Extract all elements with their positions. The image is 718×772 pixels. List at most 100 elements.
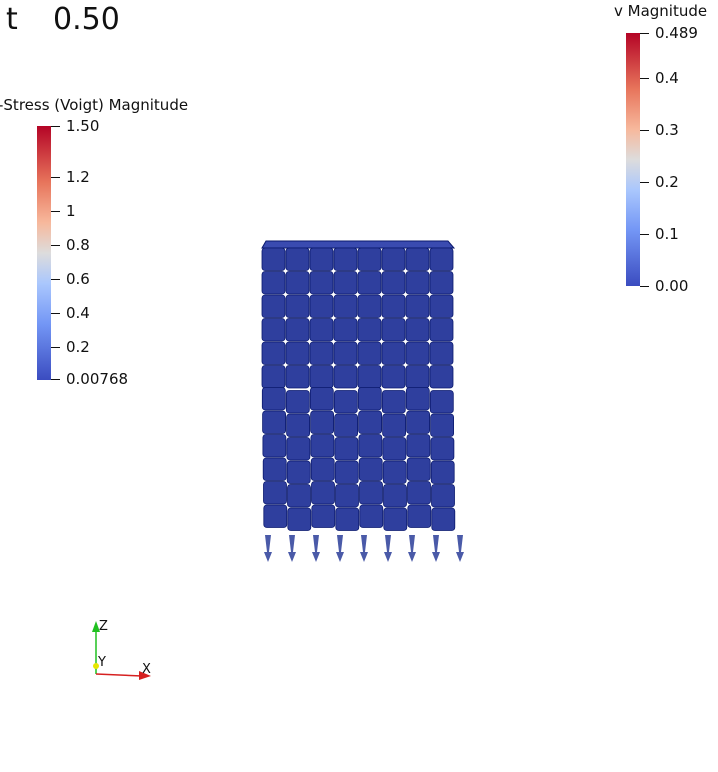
stress-tick — [51, 279, 60, 280]
mesh-cell — [285, 294, 310, 318]
orientation-axes — [92, 621, 151, 680]
deformed-mesh — [261, 240, 456, 531]
velocity-arrow — [312, 535, 320, 562]
stress-tick — [51, 177, 60, 178]
mesh-cell — [285, 390, 310, 414]
mesh-cell — [333, 318, 358, 342]
velocity-tick — [640, 286, 649, 287]
mesh-cell — [429, 271, 454, 295]
velocity-tick — [640, 78, 649, 79]
mesh-cell — [359, 504, 384, 528]
mesh-cell — [381, 341, 406, 365]
mesh-cell — [358, 410, 383, 434]
stress-tick — [51, 126, 60, 127]
mesh-cell — [309, 294, 334, 318]
mesh-cell — [333, 271, 358, 295]
mesh-cell — [333, 365, 358, 389]
mesh-cell — [310, 410, 335, 434]
mesh-cell — [334, 437, 359, 461]
mesh-cell — [382, 437, 407, 461]
mesh-cell — [405, 341, 430, 365]
mesh-cell — [383, 484, 407, 508]
mesh-cell — [261, 247, 286, 271]
velocity-colorbar — [626, 33, 640, 286]
mesh-cell — [309, 365, 334, 389]
velocity-arrow — [384, 535, 392, 562]
mesh-cell — [358, 434, 383, 458]
mesh-cell — [357, 318, 382, 342]
mesh-cell — [287, 484, 311, 508]
mesh-cell — [381, 318, 406, 342]
velocity-tick — [640, 33, 649, 34]
velocity-tick — [640, 234, 649, 235]
mesh-cell — [261, 341, 286, 365]
mesh-cell — [285, 365, 310, 389]
velocity-legend-title: v Magnitude — [614, 2, 708, 20]
mesh-cell — [381, 365, 406, 389]
time-value: 0.50 — [53, 2, 120, 37]
mesh-cell — [285, 318, 310, 342]
mesh-cell — [333, 341, 358, 365]
mesh-cell — [286, 413, 311, 437]
mesh-cell — [261, 318, 286, 342]
mesh-cell — [429, 294, 454, 318]
mesh-cell — [381, 271, 406, 295]
mesh-cell — [381, 390, 406, 414]
mesh-cell — [309, 318, 334, 342]
mesh-cell — [430, 460, 455, 484]
mesh-cell — [261, 387, 286, 411]
mesh-cell — [431, 484, 455, 508]
mesh-cell — [405, 271, 430, 295]
mesh-cell — [262, 457, 287, 481]
velocity-tick-label: 0.00 — [655, 277, 689, 295]
mesh-cell — [285, 341, 310, 365]
mesh-cell — [310, 457, 335, 481]
stress-legend-title: -Stress (Voigt) Magnitude — [0, 96, 189, 114]
mesh-cell — [262, 410, 287, 434]
time-label: t — [6, 2, 18, 37]
stress-tick — [51, 211, 60, 212]
mesh-cell — [357, 271, 382, 295]
mesh-cell — [405, 365, 430, 389]
mesh-cell — [334, 460, 359, 484]
mesh-cell — [285, 247, 310, 271]
velocity-tick-label: 0.3 — [655, 121, 679, 139]
mesh-cell — [429, 341, 454, 365]
z-axis-label: Z — [99, 619, 108, 634]
mesh-cell — [309, 271, 334, 295]
stress-tick-label: 0.00768 — [66, 370, 129, 388]
mesh-cell — [310, 434, 335, 458]
mesh-cell — [407, 504, 432, 528]
mesh-cell — [407, 481, 431, 505]
mesh-cell — [309, 247, 334, 271]
mesh-cell — [429, 318, 454, 342]
velocity-tick — [640, 182, 649, 183]
x-axis-line — [95, 673, 143, 677]
x-axis-label: X — [142, 662, 151, 677]
stress-tick-label: 0.8 — [66, 236, 90, 254]
mesh-cell — [383, 507, 408, 531]
mesh-cell — [333, 390, 358, 414]
mesh-cell — [261, 271, 286, 295]
y-axis-glyph — [93, 663, 99, 669]
mesh-cell — [309, 341, 334, 365]
mesh-cell — [406, 410, 431, 434]
mesh-cell — [381, 294, 406, 318]
mesh-cell — [311, 504, 336, 528]
mesh-cell — [405, 294, 430, 318]
mesh-cell — [382, 460, 407, 484]
mesh-cell — [381, 247, 406, 271]
mesh-cell — [357, 365, 382, 389]
stress-tick-label: 1.2 — [66, 168, 90, 186]
velocity-arrow — [408, 535, 416, 562]
stress-tick-label: 0.2 — [66, 338, 90, 356]
mesh-cell — [405, 318, 430, 342]
velocity-arrow — [288, 535, 296, 562]
stress-tick-label: 1 — [66, 202, 76, 220]
velocity-tick-label: 0.1 — [655, 225, 679, 243]
velocity-glyphs — [264, 535, 464, 562]
mesh-cell — [286, 437, 311, 461]
velocity-arrow — [336, 535, 344, 562]
stress-tick — [51, 313, 60, 314]
